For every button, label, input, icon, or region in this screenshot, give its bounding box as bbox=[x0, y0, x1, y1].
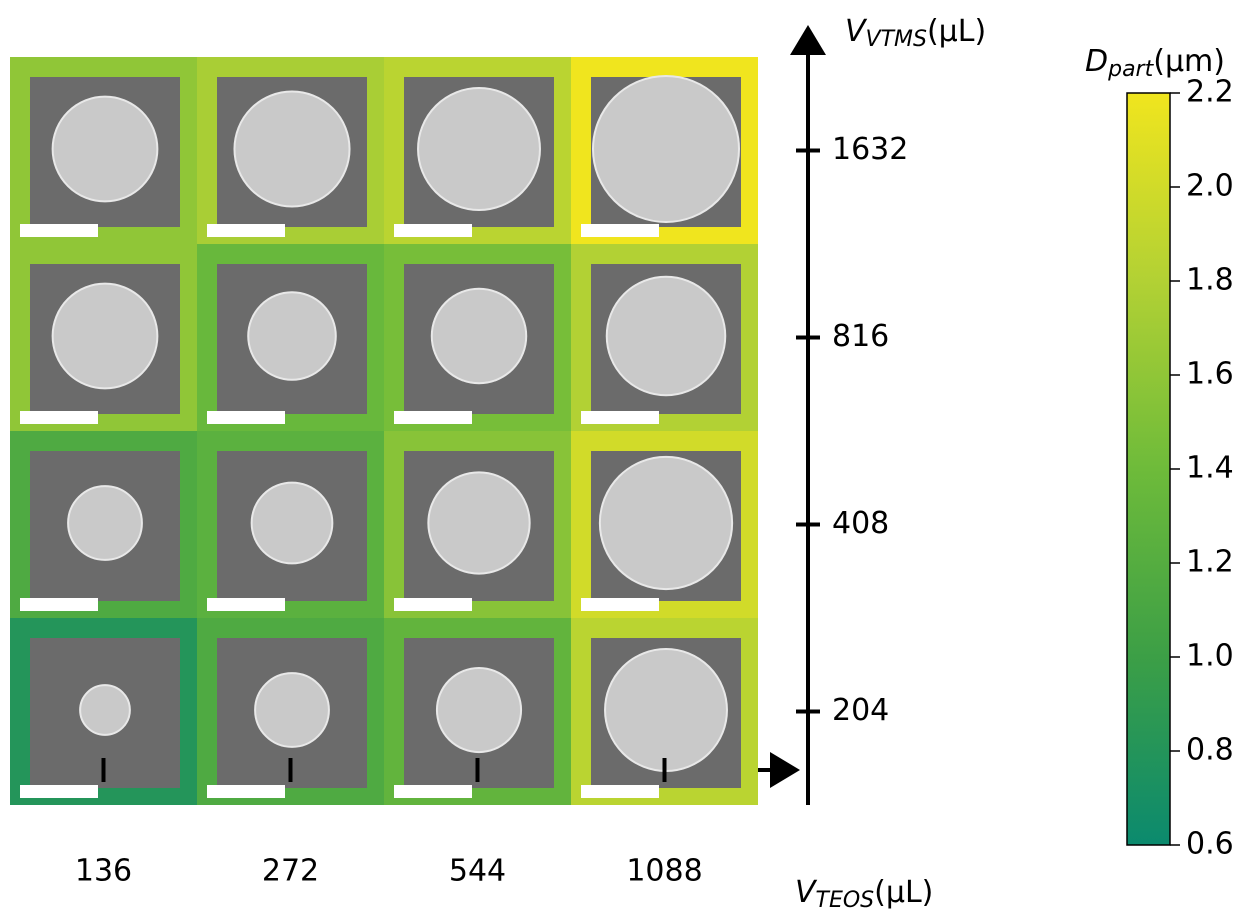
sem-particle bbox=[437, 668, 521, 752]
cbar-title-unit: (μm) bbox=[1153, 44, 1225, 79]
y-tick-label: 1632 bbox=[832, 132, 908, 167]
scale-bar bbox=[207, 411, 285, 424]
x-title-sub: TEOS bbox=[816, 888, 875, 913]
sem-particle bbox=[432, 289, 526, 383]
sem-particle bbox=[68, 486, 142, 560]
scale-bar bbox=[20, 224, 98, 237]
scale-bar bbox=[394, 598, 472, 611]
scale-bar bbox=[207, 598, 285, 611]
colorbar-tick-label: 1.0 bbox=[1186, 639, 1234, 674]
colorbar-tick-label: 1.6 bbox=[1186, 357, 1234, 392]
x-axis-title: VTEOS(μL) bbox=[795, 875, 933, 914]
y-axis-title: VVTMS(μL) bbox=[845, 14, 986, 53]
x-tick-label: 136 bbox=[75, 854, 132, 889]
scale-bar bbox=[207, 785, 285, 798]
y-arrow bbox=[790, 25, 826, 55]
x-tick-label: 1088 bbox=[626, 854, 702, 889]
sem-particle bbox=[255, 673, 329, 747]
colorbar bbox=[1127, 93, 1170, 845]
scale-bar bbox=[20, 598, 98, 611]
x-tick-label: 272 bbox=[262, 854, 319, 889]
scale-bar bbox=[581, 411, 659, 424]
cbar-title-symbol: D bbox=[1085, 44, 1108, 79]
scale-bar bbox=[394, 411, 472, 424]
scale-bar bbox=[581, 598, 659, 611]
y-title-unit: (μL) bbox=[927, 14, 986, 49]
colorbar-tick-label: 0.6 bbox=[1186, 827, 1234, 862]
scale-bar bbox=[207, 224, 285, 237]
sem-particle bbox=[418, 88, 540, 210]
colorbar-tick-label: 0.8 bbox=[1186, 733, 1234, 768]
sem-particle bbox=[53, 97, 158, 202]
colorbar-tick-label: 1.4 bbox=[1186, 451, 1234, 486]
sem-particle bbox=[80, 685, 130, 735]
y-title-sub: VTMS bbox=[866, 27, 927, 52]
sem-particle bbox=[53, 284, 158, 389]
scale-bar bbox=[394, 224, 472, 237]
chart: VTEOS(μL) VVTMS(μL) Dpart(μm) 136 272 544 1… bbox=[0, 0, 1252, 915]
sem-particle bbox=[600, 457, 732, 589]
colorbar-tick-label: 2.2 bbox=[1186, 75, 1234, 110]
colorbar-tick-label: 1.8 bbox=[1186, 263, 1234, 298]
y-tick-label: 204 bbox=[832, 693, 889, 728]
sem-particle bbox=[234, 91, 349, 206]
sem-particle bbox=[428, 472, 529, 573]
x-tick-label: 544 bbox=[449, 854, 506, 889]
scale-bar bbox=[581, 224, 659, 237]
sem-particle bbox=[607, 277, 726, 396]
x-title-unit: (μL) bbox=[874, 875, 933, 910]
y-tick-label: 408 bbox=[832, 506, 889, 541]
x-arrow bbox=[770, 752, 800, 788]
colorbar-tick-label: 2.0 bbox=[1186, 169, 1234, 204]
colorbar-tick-label: 1.2 bbox=[1186, 545, 1234, 580]
cbar-title-sub: part bbox=[1107, 57, 1154, 82]
scale-bar bbox=[20, 785, 98, 798]
sem-particle bbox=[605, 649, 727, 771]
scale-bar bbox=[581, 785, 659, 798]
scale-bar bbox=[20, 411, 98, 424]
y-tick-label: 816 bbox=[832, 319, 889, 354]
sem-particle bbox=[248, 292, 336, 380]
scale-bar bbox=[394, 785, 472, 798]
sem-particle bbox=[252, 483, 333, 564]
sem-particle bbox=[593, 76, 739, 222]
